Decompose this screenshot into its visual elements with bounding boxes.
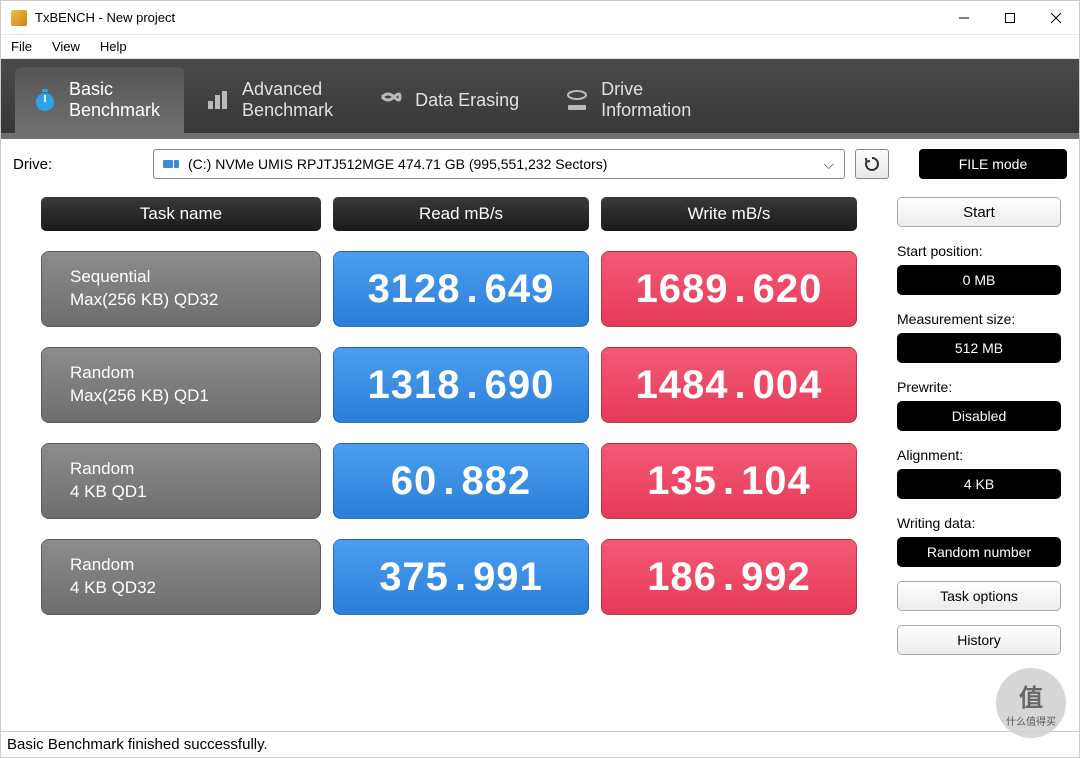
header-task: Task name xyxy=(41,197,321,231)
drive-device-icon xyxy=(162,157,180,171)
task-line1: Sequential xyxy=(70,266,320,289)
task-name-box: RandomMax(256 KB) QD1 xyxy=(41,347,321,423)
task-options-button[interactable]: Task options xyxy=(897,581,1061,611)
drive-icon xyxy=(563,86,591,114)
refresh-icon xyxy=(863,155,881,173)
sidebar: Start Start position: 0 MB Measurement s… xyxy=(891,189,1067,731)
task-name-box: SequentialMax(256 KB) QD32 xyxy=(41,251,321,327)
tab-label: Advanced Benchmark xyxy=(242,79,333,120)
read-value: 375.991 xyxy=(333,539,589,615)
maximize-button[interactable] xyxy=(987,1,1033,35)
main-area: Task name Read mB/s Write mB/s Sequentia… xyxy=(1,189,1079,731)
stopwatch-icon xyxy=(31,86,59,114)
bars-icon xyxy=(204,86,232,114)
task-line2: Max(256 KB) QD1 xyxy=(70,385,320,408)
drive-row: Drive: (C:) NVMe UMIS RPJTJ512MGE 474.71… xyxy=(1,139,1079,189)
task-line2: Max(256 KB) QD32 xyxy=(70,289,320,312)
tab-drive-information[interactable]: Drive Information xyxy=(547,67,715,133)
alignment-value[interactable]: 4 KB xyxy=(897,469,1061,499)
minimize-icon xyxy=(958,12,970,24)
app-icon xyxy=(11,10,27,26)
task-line1: Random xyxy=(70,362,320,385)
watermark-glyph: 值 xyxy=(1019,678,1043,713)
menu-file[interactable]: File xyxy=(11,39,32,54)
prewrite-title: Prewrite: xyxy=(897,379,1061,395)
task-name-box: Random4 KB QD32 xyxy=(41,539,321,615)
alignment-title: Alignment: xyxy=(897,447,1061,463)
drive-selected-text: (C:) NVMe UMIS RPJTJ512MGE 474.71 GB (99… xyxy=(188,156,607,172)
refresh-button[interactable] xyxy=(855,149,889,179)
maximize-icon xyxy=(1004,12,1016,24)
window-title: TxBENCH - New project xyxy=(35,10,941,25)
writing-data-title: Writing data: xyxy=(897,515,1061,531)
result-row: Random4 KB QD32375.991186.992 xyxy=(41,539,871,615)
menubar: File View Help xyxy=(1,35,1079,59)
read-value: 1318.690 xyxy=(333,347,589,423)
task-line1: Random xyxy=(70,458,320,481)
menu-view[interactable]: View xyxy=(52,39,80,54)
write-value: 1484.004 xyxy=(601,347,857,423)
write-value: 186.992 xyxy=(601,539,857,615)
start-button[interactable]: Start xyxy=(897,197,1061,227)
measurement-size-title: Measurement size: xyxy=(897,311,1061,327)
window-controls xyxy=(941,1,1079,35)
start-position-title: Start position: xyxy=(897,243,1061,259)
status-text: Basic Benchmark finished successfully. xyxy=(7,736,268,753)
task-line1: Random xyxy=(70,554,320,577)
results-panel: Task name Read mB/s Write mB/s Sequentia… xyxy=(13,189,891,731)
titlebar: TxBENCH - New project xyxy=(1,1,1079,35)
tab-advanced-benchmark[interactable]: Advanced Benchmark xyxy=(188,67,357,133)
header-read: Read mB/s xyxy=(333,197,589,231)
result-row: SequentialMax(256 KB) QD323128.6491689.6… xyxy=(41,251,871,327)
watermark: 值 什么值得买 xyxy=(996,668,1066,738)
watermark-text: 什么值得买 xyxy=(1006,713,1056,728)
measurement-size-value[interactable]: 512 MB xyxy=(897,333,1061,363)
statusbar: Basic Benchmark finished successfully. xyxy=(1,731,1079,757)
task-line2: 4 KB QD32 xyxy=(70,577,320,600)
minimize-button[interactable] xyxy=(941,1,987,35)
results-header: Task name Read mB/s Write mB/s xyxy=(41,197,871,231)
tab-label: Data Erasing xyxy=(415,90,519,111)
write-value: 135.104 xyxy=(601,443,857,519)
header-write: Write mB/s xyxy=(601,197,857,231)
writing-data-value[interactable]: Random number xyxy=(897,537,1061,567)
prewrite-value[interactable]: Disabled xyxy=(897,401,1061,431)
drive-label: Drive: xyxy=(13,156,143,173)
write-value: 1689.620 xyxy=(601,251,857,327)
read-value: 60.882 xyxy=(333,443,589,519)
tab-basic-benchmark[interactable]: Basic Benchmark xyxy=(15,67,184,133)
history-button[interactable]: History xyxy=(897,625,1061,655)
read-value: 3128.649 xyxy=(333,251,589,327)
close-button[interactable] xyxy=(1033,1,1079,35)
drive-select[interactable]: (C:) NVMe UMIS RPJTJ512MGE 474.71 GB (99… xyxy=(153,149,845,179)
menu-help[interactable]: Help xyxy=(100,39,127,54)
tab-label: Basic Benchmark xyxy=(69,79,160,120)
erase-icon xyxy=(377,86,405,114)
result-row: Random4 KB QD160.882135.104 xyxy=(41,443,871,519)
result-row: RandomMax(256 KB) QD11318.6901484.004 xyxy=(41,347,871,423)
start-position-value[interactable]: 0 MB xyxy=(897,265,1061,295)
app-window: TxBENCH - New project File View Help Bas… xyxy=(0,0,1080,758)
tab-data-erasing[interactable]: Data Erasing xyxy=(361,67,543,133)
file-mode-button[interactable]: FILE mode xyxy=(919,149,1067,179)
tabbar: Basic Benchmark Advanced Benchmark Data … xyxy=(1,59,1079,133)
close-icon xyxy=(1050,12,1062,24)
task-line2: 4 KB QD1 xyxy=(70,481,320,504)
tab-label: Drive Information xyxy=(601,79,691,120)
task-name-box: Random4 KB QD1 xyxy=(41,443,321,519)
